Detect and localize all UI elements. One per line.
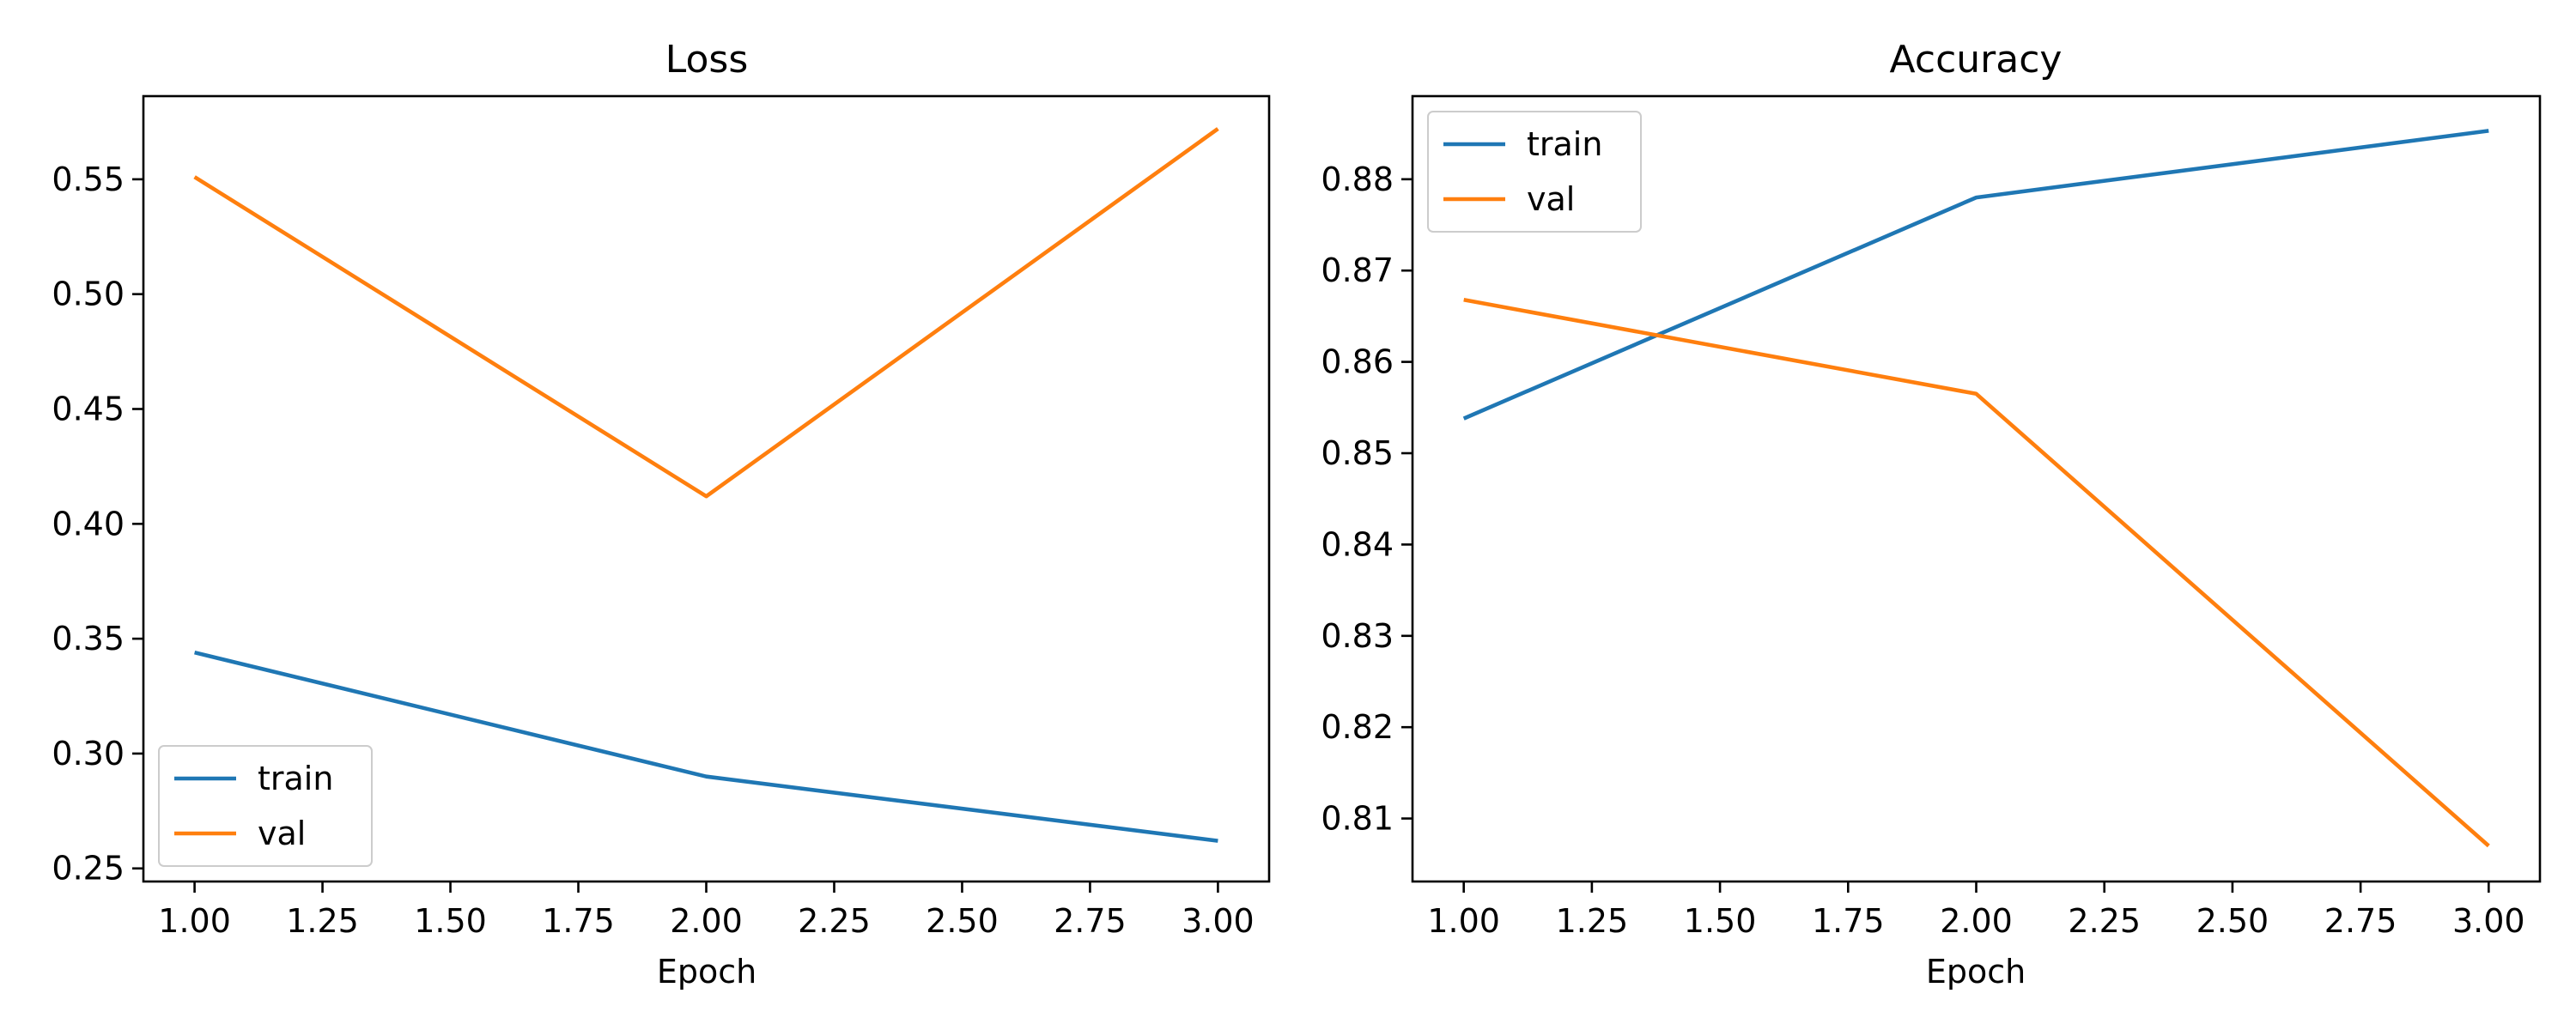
accuracy-y-tick-label: 0.86	[1321, 343, 1394, 381]
loss-y-tick-label: 0.25	[52, 850, 125, 888]
loss-legend-val-label: val	[258, 815, 306, 852]
accuracy-x-tick-label: 2.75	[2324, 902, 2397, 940]
loss-val-line	[193, 127, 1219, 499]
loss-y-tick-label: 0.30	[52, 735, 125, 772]
loss-x-tick-label: 3.00	[1182, 902, 1255, 940]
loss-y-tick-label: 0.55	[52, 161, 125, 198]
loss-legend-train-label: train	[258, 760, 333, 797]
loss-legend-box	[158, 745, 373, 867]
loss-legend: train val	[158, 745, 373, 867]
accuracy-x-tick-label: 2.50	[2196, 902, 2269, 940]
accuracy-x-tick-label: 3.00	[2452, 902, 2525, 940]
accuracy-x-axis-label: Epoch	[1926, 953, 2026, 991]
loss-y-tick-label: 0.40	[52, 505, 125, 542]
accuracy-plot-marks: 1.00 1.25 1.50 1.75 2.00 2.25 2.50 2.75 3.00 0.81…	[1321, 111, 2525, 940]
accuracy-x-tick-label: 1.00	[1427, 902, 1500, 940]
loss-x-tick-label: 2.00	[670, 902, 743, 940]
accuracy-legend: train val	[1427, 111, 1642, 233]
accuracy-train-line	[1462, 129, 2489, 421]
accuracy-legend-val-label: val	[1527, 180, 1575, 218]
loss-x-tick-label: 2.50	[926, 902, 999, 940]
accuracy-y-tick-label: 0.83	[1321, 617, 1394, 655]
accuracy-y-tick-label: 0.88	[1321, 161, 1394, 198]
accuracy-legend-train-label: train	[1527, 125, 1602, 163]
accuracy-x-tick-label: 2.25	[2068, 902, 2141, 940]
accuracy-chart-panel: Accuracy 1.00 1.25 1.50 1.75 2.00 2.25 2.50 2.7…	[1321, 38, 2542, 991]
loss-y-tick-label: 0.35	[52, 620, 125, 657]
accuracy-y-tick-label: 0.87	[1321, 251, 1394, 289]
loss-x-tick-label: 1.75	[542, 902, 615, 940]
accuracy-chart-title: Accuracy	[1890, 38, 2063, 82]
accuracy-y-tick-label: 0.81	[1321, 800, 1394, 838]
accuracy-val-line	[1463, 298, 2490, 848]
accuracy-x-tick-label: 2.00	[1940, 902, 2013, 940]
accuracy-y-tick-label: 0.85	[1321, 434, 1394, 472]
accuracy-x-tick-label: 1.75	[1812, 902, 1885, 940]
accuracy-y-tick-label: 0.82	[1321, 708, 1394, 746]
loss-x-tick-label: 2.75	[1054, 902, 1127, 940]
loss-x-tick-label: 1.25	[286, 902, 359, 940]
accuracy-x-tick-label: 1.25	[1556, 902, 1629, 940]
loss-chart-panel: Loss 1.00 1.25 1.50 1.75 2.00 2.25 2.50 2.75 3.0…	[52, 38, 1271, 991]
accuracy-y-tick-label: 0.84	[1321, 525, 1394, 563]
loss-chart-title: Loss	[665, 38, 749, 82]
accuracy-plot-frame	[1411, 94, 2542, 883]
loss-y-tick-label: 0.50	[52, 276, 125, 313]
accuracy-x-tick-label: 1.50	[1684, 902, 1757, 940]
loss-x-tick-label: 1.50	[414, 902, 487, 940]
loss-train-line	[194, 650, 1218, 843]
loss-x-tick-label: 2.25	[798, 902, 871, 940]
accuracy-legend-box	[1427, 111, 1642, 233]
loss-plot-marks: 1.00 1.25 1.50 1.75 2.00 2.25 2.50 2.75 3.00 0.25…	[52, 127, 1255, 940]
loss-x-tick-label: 1.00	[158, 902, 231, 940]
loss-x-axis-label: Epoch	[657, 953, 756, 991]
loss-y-tick-label: 0.45	[52, 391, 125, 428]
loss-plot-frame	[142, 94, 1271, 883]
